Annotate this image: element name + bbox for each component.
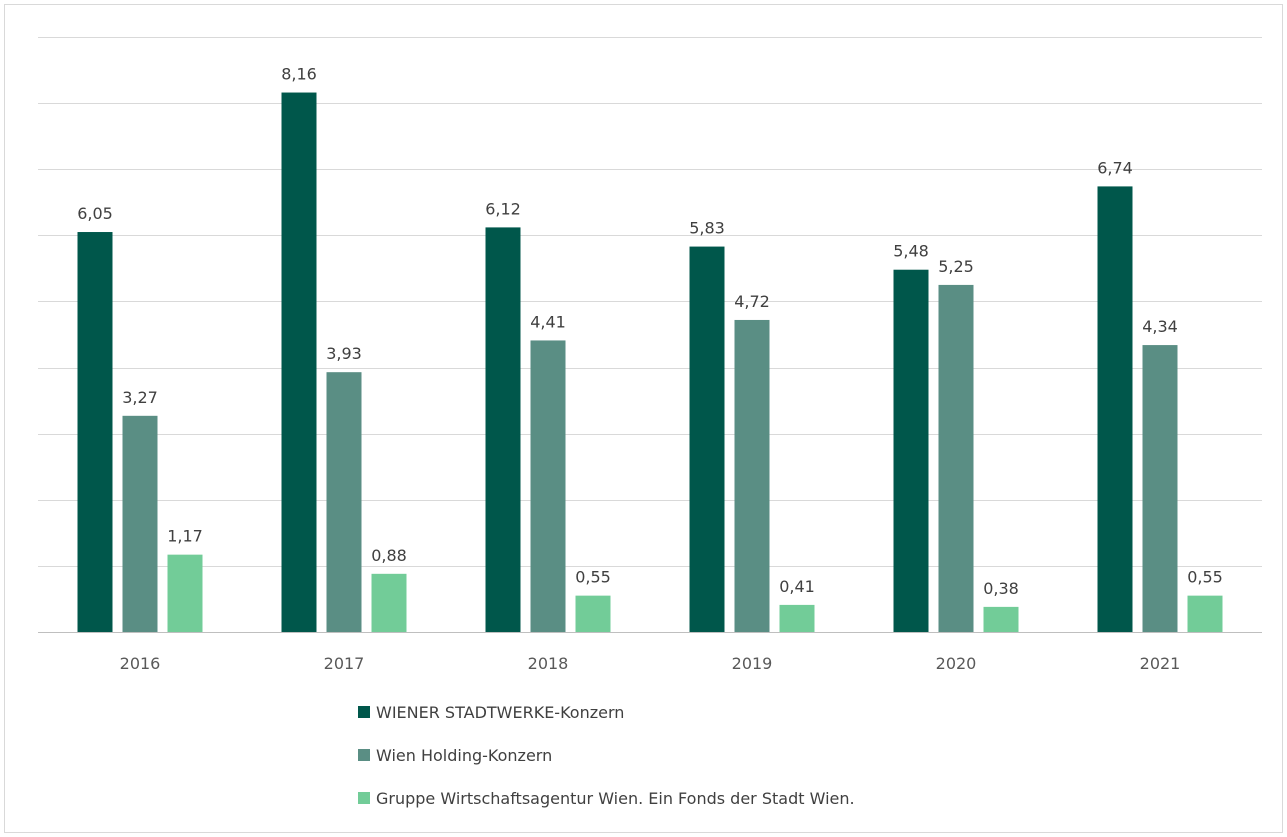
bar-2016-series-3: [167, 554, 203, 632]
data-label-2016-series-3: 1,17: [167, 527, 203, 546]
gridlines: [38, 37, 1262, 633]
bar-2020-series-2: [938, 284, 974, 632]
x-tick-label-2016: 2016: [120, 654, 161, 673]
legend-swatch-2: [358, 749, 370, 761]
bars: [77, 92, 1223, 633]
bar-2017-series-1: [281, 92, 317, 633]
bar-2016-series-2: [122, 415, 158, 632]
bar-2018-series-3: [575, 595, 611, 632]
data-label-2018-series-2: 4,41: [530, 312, 566, 331]
data-label-2017-series-3: 0,88: [371, 546, 407, 565]
legend-swatch-3: [358, 792, 370, 804]
bar-2021-series-1: [1097, 186, 1133, 632]
chart-frame: [4, 4, 1283, 833]
data-label-2021-series-1: 6,74: [1097, 158, 1133, 177]
x-axis-ticks: 2016 2017 2018 2019 2020 2021: [120, 654, 1181, 673]
data-label-2021-series-3: 0,55: [1187, 568, 1223, 587]
legend-label-2: Wien Holding-Konzern: [376, 746, 552, 765]
bar-2016-series-1: [77, 232, 113, 632]
bar-2018-series-2: [530, 340, 566, 632]
data-label-2019-series-1: 5,83: [689, 219, 725, 238]
x-tick-label-2018: 2018: [528, 654, 569, 673]
bar-2018-series-1: [485, 227, 521, 632]
bar-2017-series-2: [326, 372, 362, 632]
bar-2021-series-3: [1187, 595, 1223, 632]
bar-2019-series-3: [779, 604, 815, 632]
bar-2017-series-3: [371, 573, 407, 632]
data-label-2019-series-2: 4,72: [734, 292, 770, 311]
data-label-2017-series-2: 3,93: [326, 344, 362, 363]
bar-2019-series-2: [734, 319, 770, 632]
data-label-2021-series-2: 4,34: [1142, 317, 1178, 336]
bar-2020-series-1: [893, 269, 929, 632]
data-label-2020-series-3: 0,38: [983, 579, 1019, 598]
x-tick-label-2019: 2019: [732, 654, 773, 673]
x-tick-label-2020: 2020: [936, 654, 977, 673]
legend-swatch-1: [358, 706, 370, 718]
data-label-2018-series-3: 0,55: [575, 568, 611, 587]
data-label-2020-series-2: 5,25: [938, 257, 974, 276]
legend: WIENER STADTWERKE-Konzern Wien Holding-Ko…: [358, 703, 855, 808]
data-label-2017-series-1: 8,16: [281, 65, 317, 84]
bar-2020-series-3: [983, 606, 1019, 632]
data-labels: 6,05 3,27 1,17 8,16 3,93 0,88 6,12 4,41 0,55 5,83…: [77, 65, 1223, 598]
legend-label-1: WIENER STADTWERKE-Konzern: [376, 703, 624, 722]
data-label-2018-series-1: 6,12: [485, 199, 521, 218]
data-label-2016-series-1: 6,05: [77, 204, 113, 223]
data-label-2020-series-1: 5,48: [893, 242, 929, 261]
bar-2019-series-1: [689, 246, 725, 633]
legend-label-3: Gruppe Wirtschaftsagentur Wien. Ein Fond…: [376, 789, 855, 808]
x-tick-label-2021: 2021: [1140, 654, 1181, 673]
data-label-2016-series-2: 3,27: [122, 388, 158, 407]
data-label-2019-series-3: 0,41: [779, 577, 815, 596]
bar-2021-series-2: [1142, 345, 1178, 632]
x-tick-label-2017: 2017: [324, 654, 365, 673]
